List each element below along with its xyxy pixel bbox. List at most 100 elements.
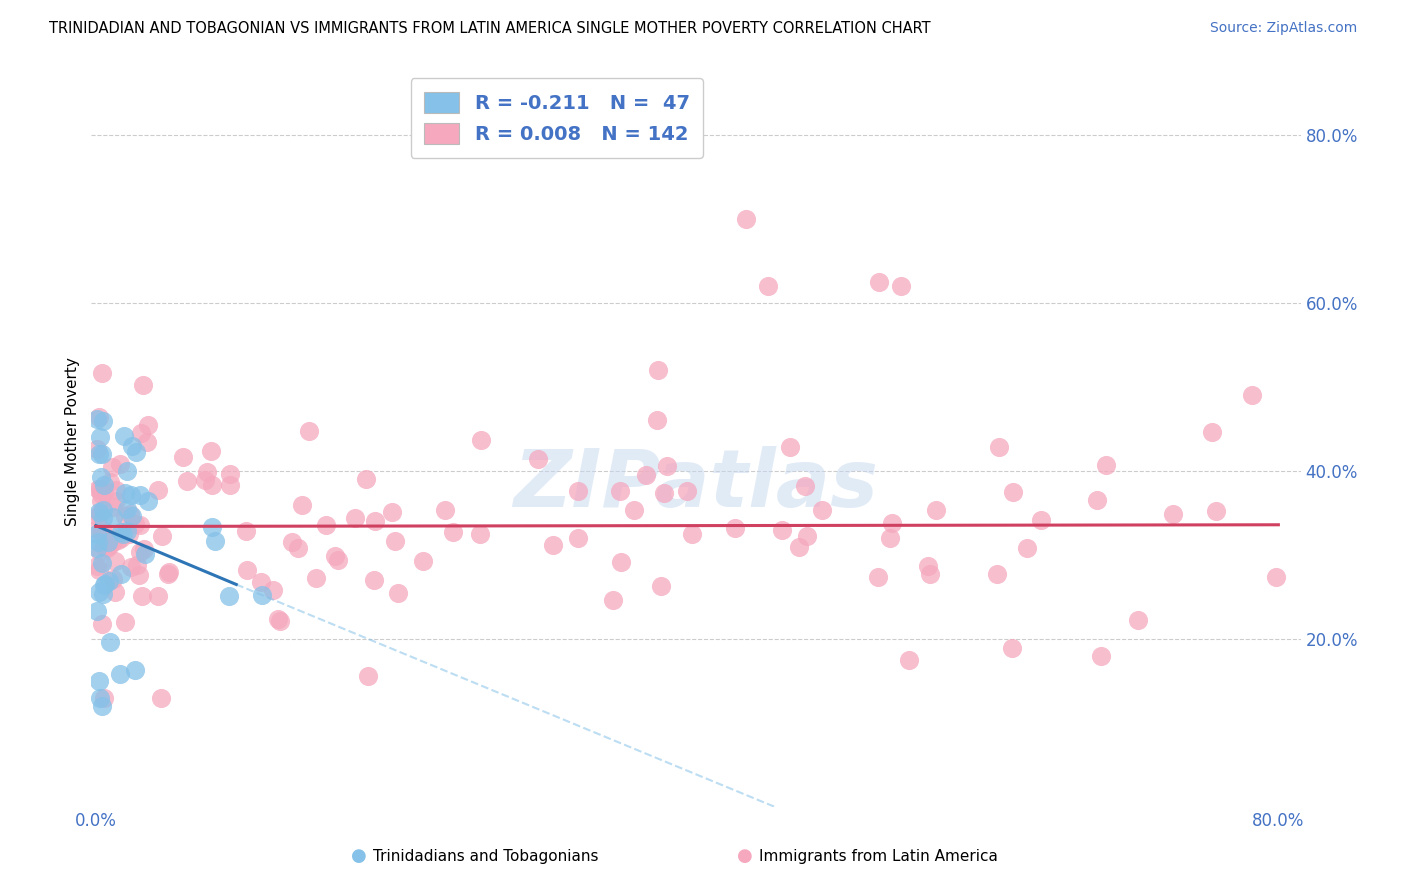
Point (236, 563, 259, 577)
Point (267, 612, 290, 626)
Point (101, 500, 124, 515)
Point (97, 535, 120, 549)
Point (108, 666, 131, 681)
Point (328, 553, 350, 567)
Point (364, 514, 387, 528)
Point (125, 558, 148, 572)
Point (136, 434, 159, 449)
Point (868, 275, 890, 289)
Point (281, 535, 304, 549)
Point (567, 531, 589, 545)
Point (87, 483, 110, 497)
Point (110, 457, 132, 471)
Point (98, 635, 121, 649)
Point (86, 604, 108, 618)
Point (1001, 640, 1024, 655)
Point (90, 494, 112, 508)
Point (101, 573, 124, 587)
Point (121, 439, 143, 453)
Point (101, 509, 124, 524)
Point (655, 458, 678, 473)
Point (789, 541, 811, 555)
Point (132, 377, 155, 392)
Point (91, 617, 114, 632)
Point (195, 465, 218, 479)
Point (1205, 503, 1227, 517)
Point (90, 447, 112, 461)
Point (87, 584, 110, 599)
Point (470, 433, 492, 447)
Point (219, 477, 242, 491)
Point (86, 442, 108, 456)
Point (269, 614, 291, 628)
Point (98, 574, 121, 588)
Point (110, 566, 132, 581)
Point (250, 588, 273, 602)
Point (93, 578, 115, 592)
Point (129, 518, 152, 533)
Point (136, 417, 159, 432)
Point (770, 523, 793, 537)
Point (124, 516, 146, 531)
Point (87, 507, 110, 521)
Point (90, 470, 112, 484)
Point (129, 488, 152, 502)
Point (115, 465, 138, 479)
Point (118, 526, 141, 541)
Point (363, 573, 385, 587)
Point (204, 534, 226, 549)
Point (1085, 492, 1108, 507)
Point (120, 508, 142, 522)
Point (194, 474, 217, 488)
Legend: R = -0.211   N =  47, R = 0.008   N = 142: R = -0.211 N = 47, R = 0.008 N = 142 (411, 78, 703, 158)
Point (86, 522, 108, 536)
Point (654, 485, 676, 500)
Point (124, 663, 146, 677)
Text: TRINIDADIAN AND TOBAGONIAN VS IMMIGRANTS FROM LATIN AMERICA SINGLE MOTHER POVERT: TRINIDADIAN AND TOBAGONIAN VS IMMIGRANTS… (49, 21, 931, 36)
Point (111, 526, 134, 541)
Point (93, 484, 115, 499)
Point (1095, 458, 1118, 472)
Point (86, 412, 108, 426)
Text: ●: ● (737, 847, 754, 865)
Point (98, 539, 121, 553)
Point (97, 531, 120, 545)
Point (250, 574, 273, 589)
Point (610, 555, 633, 569)
Point (91, 511, 114, 525)
Point (131, 589, 153, 603)
Point (609, 484, 631, 499)
Y-axis label: Single Mother Poverty: Single Mother Poverty (65, 357, 80, 526)
Text: Source: ZipAtlas.com: Source: ZipAtlas.com (1209, 21, 1357, 35)
Point (87, 505, 110, 519)
Point (735, 211, 758, 226)
Point (93, 587, 115, 601)
Point (890, 279, 912, 293)
Point (527, 452, 550, 467)
Point (988, 440, 1011, 454)
Point (129, 545, 152, 559)
Point (89, 430, 111, 444)
Point (90, 699, 112, 714)
Point (146, 589, 169, 603)
Point (115, 502, 138, 516)
Point (134, 547, 156, 561)
Point (105, 493, 128, 508)
Point (305, 571, 328, 585)
Point (93, 477, 115, 491)
Point (120, 560, 142, 574)
Point (1017, 541, 1039, 555)
Point (920, 567, 942, 582)
Point (434, 503, 457, 517)
Point (157, 565, 180, 579)
Point (91, 557, 114, 571)
Point (623, 502, 645, 516)
Point (645, 413, 668, 427)
Point (897, 653, 920, 667)
Point (107, 533, 129, 547)
Point (1001, 485, 1024, 500)
Point (91, 413, 114, 427)
Point (262, 583, 284, 598)
Point (89, 483, 111, 497)
Point (724, 521, 747, 535)
